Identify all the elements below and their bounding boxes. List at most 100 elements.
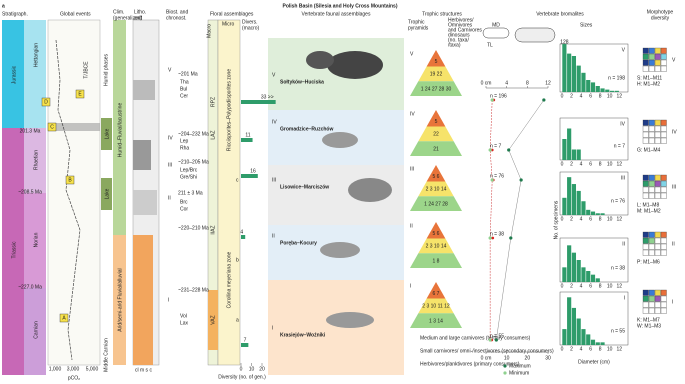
x-tick-label: 10	[607, 93, 613, 99]
hist-bar	[600, 213, 605, 215]
morpho-cell	[654, 65, 661, 72]
hist-bar	[600, 342, 605, 345]
pyramid-mid	[418, 238, 454, 254]
n-label: n = 38	[490, 231, 504, 237]
hist-bar	[562, 197, 567, 215]
morpho-cell	[654, 131, 661, 138]
assemblage-name: Lisowice–Marciszów	[280, 184, 329, 190]
n-label: n = 76	[490, 173, 504, 179]
hist-bar	[567, 297, 572, 345]
top-label: 128	[560, 39, 569, 45]
morpho-cell	[654, 47, 661, 54]
hist-bar	[562, 44, 567, 92]
x-tick-label: 12	[616, 346, 622, 352]
morpho-cell	[660, 243, 667, 250]
taxon: Vol	[180, 313, 187, 319]
numeral: II	[168, 195, 171, 201]
header: Floral assemblages	[210, 11, 254, 17]
numeral: IV	[672, 129, 677, 135]
morpho-text: W: M1–M3	[637, 323, 661, 329]
pyramid-label: 1 24 27 28 30	[421, 86, 452, 92]
morpho-cell	[660, 131, 667, 138]
x-tick-label: 12	[616, 216, 622, 222]
hist-bar	[562, 329, 567, 345]
sub: a	[236, 317, 239, 323]
n-label: n = 7	[490, 143, 501, 149]
x-tick-label: 2	[570, 283, 573, 289]
morpho-cell	[642, 65, 649, 72]
header: Vertebrate faunal assemblages	[302, 11, 371, 17]
morpho-cell	[648, 295, 655, 302]
x-tick-label: 4	[580, 161, 583, 167]
title: Polish Basin (Silesia and Holy Cross Mou…	[282, 3, 397, 9]
pyramid-low	[410, 313, 462, 328]
numeral: III	[621, 175, 625, 181]
morpho-cell	[648, 125, 655, 132]
md: MD	[492, 22, 500, 28]
x-label: Diameter (cm)	[578, 359, 610, 365]
pyramid-label: 1 24 27 28	[424, 201, 448, 207]
zone: VAZ	[210, 315, 216, 324]
pyramid-mid	[418, 126, 454, 142]
age: ~204–232 Ma	[178, 131, 209, 137]
pyramid-label: 21	[433, 146, 439, 152]
value-label: 33 >>	[261, 94, 274, 100]
x-tick-label: 0	[240, 366, 243, 372]
numeral: V	[410, 51, 414, 57]
n-label: n = 196	[490, 93, 507, 99]
morpho-cell	[642, 243, 649, 250]
x-tick-label: 4	[580, 216, 583, 222]
morpho-cell	[654, 289, 661, 296]
morpho-cell	[654, 243, 661, 250]
dino-header: /taxa)	[448, 42, 461, 48]
diversity-bar	[241, 343, 249, 347]
numeral: V	[168, 67, 172, 73]
morpho-cell	[642, 125, 649, 132]
taxon: Rha	[180, 145, 189, 151]
tl-min	[490, 178, 494, 182]
event: E	[78, 91, 82, 97]
hist-bar	[586, 209, 591, 215]
hist-bar	[586, 334, 591, 345]
x-tick-label: 2	[570, 216, 573, 222]
dino-header: (no. taxa/	[448, 37, 469, 43]
lake: Lake	[104, 188, 110, 199]
phase: Humid–Fluvial/lacustrine	[117, 103, 123, 158]
pyramid-label: 2 3 10 11 12	[422, 304, 450, 310]
diversity-bar	[241, 235, 246, 239]
age: ~220–210 Ma	[178, 225, 209, 231]
x-tick-label: 0	[561, 216, 564, 222]
legend-text: Medium and large carnivores (tertiary co…	[420, 335, 531, 341]
n-label: n = 55	[611, 328, 625, 334]
phase: Arid/semi-arid Fluvial/alluvial	[117, 268, 123, 331]
header: chronost.	[166, 15, 187, 21]
hist-frame	[559, 117, 629, 161]
morpho-cell	[648, 174, 655, 181]
morpho-cell	[642, 180, 649, 187]
event: B	[68, 177, 72, 183]
morpho-cell	[642, 137, 649, 144]
morpho-cell	[654, 192, 661, 199]
numeral: II	[272, 233, 275, 239]
tl-max	[494, 338, 498, 342]
hist-bar	[581, 267, 586, 282]
x-tick-label: 8	[599, 346, 602, 352]
pyramid-low	[410, 141, 462, 156]
diversity-bar	[241, 100, 276, 104]
morpho-cell	[654, 301, 661, 308]
morpho-cell	[648, 192, 655, 199]
micro: Micro	[222, 21, 234, 27]
numeral: I	[624, 295, 625, 301]
pyramid-top	[426, 50, 446, 67]
morpho-cell	[660, 237, 667, 244]
x-tick-label: 6	[589, 216, 592, 222]
morpho-text: L: M1–M8	[637, 202, 659, 208]
hist-bar	[590, 274, 596, 282]
system: Jurassic	[11, 65, 17, 84]
pyramid-label: 1 3 14	[429, 318, 443, 324]
tl-max-line	[496, 99, 545, 341]
tick-label: 20	[525, 355, 531, 361]
taxon: Brc	[180, 199, 188, 205]
pyramid-label: 5	[435, 59, 438, 65]
numeral: II	[410, 223, 413, 229]
